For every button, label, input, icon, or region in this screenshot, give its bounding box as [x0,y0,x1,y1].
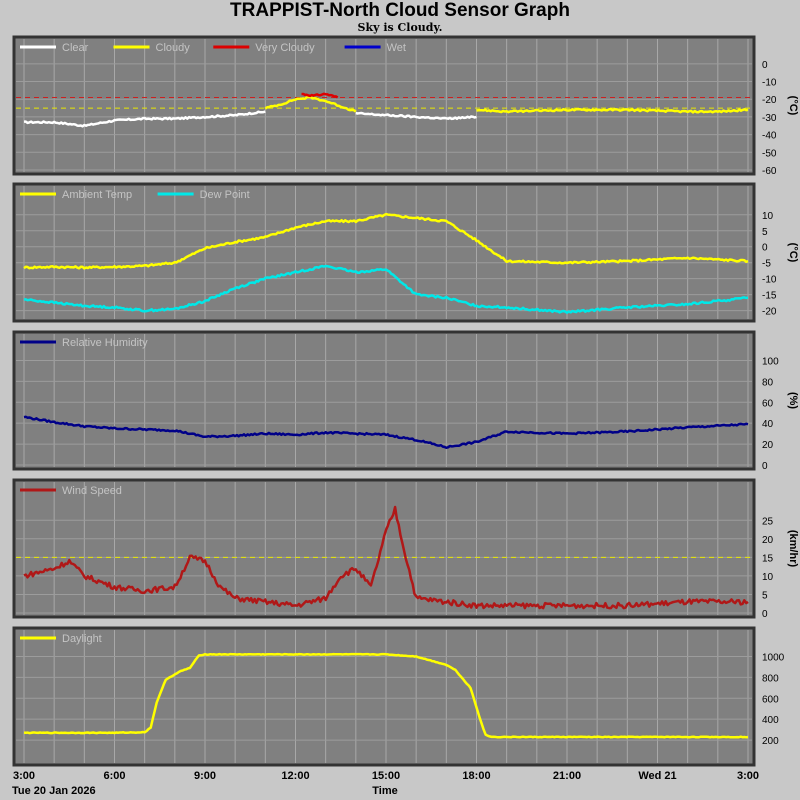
y-tick-label: -20 [762,307,777,318]
y-tick-label: 0 [762,60,768,71]
x-tick-label: 6:00 [103,770,125,782]
y-tick-label: -10 [762,275,777,286]
x-tick-label: 12:00 [281,770,309,782]
x-tick-label: 3:00 [737,770,759,782]
y-axis-unit: (°C) [787,96,799,116]
series-line-cloudy [264,95,357,113]
chart-panel-5: 1000 800 600 400 200 Daylight [12,626,785,767]
y-tick-label: 1000 [762,652,785,663]
chart-panel-1: 0 -10 -20 -30 -40 -50 -60 Clear Cloudy Very Cloud… [12,35,799,177]
x-tick-label: Wed 21 [638,770,676,782]
legend-entry: Ambient Temp [62,189,132,201]
legend-entry: Daylight [62,633,102,645]
x-axis-start-date: Tue 20 Jan 2026 [12,785,96,797]
y-tick-label: -20 [762,95,777,106]
y-tick-label: 15 [762,553,774,564]
series-line-ambient-temp [23,212,749,270]
legend-entry: Cloudy [156,42,191,54]
y-tick-label: 80 [762,377,774,388]
legend-entry: Clear [62,42,89,54]
x-tick-label: 21:00 [553,770,581,782]
y-tick-label: 600 [762,694,779,705]
y-axis-unit: (°C) [787,243,799,263]
y-tick-label: -40 [762,131,777,142]
y-axis-unit: (%) [787,392,799,409]
y-tick-label: 400 [762,715,779,726]
series-line-relative-humidity [23,415,749,450]
x-tick-label: 9:00 [194,770,216,782]
y-tick-label: 5 [762,590,768,601]
chart-subtitle: Sky is Cloudy. [357,21,443,34]
y-tick-label: 40 [762,419,774,430]
series-line-dew-point [23,264,749,314]
legend-entry: Very Cloudy [255,42,315,54]
panel-background [12,478,756,619]
y-tick-label: -15 [762,291,777,302]
panel-background [12,626,756,767]
legend-entry: Relative Humidity [62,337,148,349]
y-tick-label: 10 [762,572,774,583]
series-line-clear [24,110,266,128]
y-tick-label: -50 [762,148,777,159]
y-tick-label: 0 [762,461,768,472]
y-tick-label: 20 [762,535,774,546]
series-line-clear [355,111,477,121]
y-tick-label: 25 [762,516,774,527]
y-axis-unit: (km/hr) [787,530,799,568]
chart-panel-4: 25 20 15 10 5 0 Wind Speed (km/hr) [12,478,799,620]
y-tick-label: 0 [762,609,768,620]
y-tick-label: 20 [762,440,774,451]
panel-background [12,182,756,323]
series-line-wind-speed [23,505,749,610]
y-tick-label: 800 [762,673,779,684]
y-tick-label: 200 [762,736,779,747]
y-tick-label: -10 [762,78,777,89]
series-line-very-cloudy [301,92,339,99]
series-line-cloudy [476,107,749,114]
y-tick-label: -5 [762,259,771,270]
y-tick-label: -60 [762,166,777,177]
chart-panel-3: 100 80 60 40 20 0 Relative Humidity (%) [12,330,799,472]
y-tick-label: 60 [762,398,774,409]
legend-entry: Wet [387,42,406,54]
y-tick-label: 0 [762,243,768,254]
y-tick-label: 100 [762,356,779,367]
series-line-daylight [23,652,749,739]
legend-entry: Dew Point [200,189,250,201]
x-tick-label: 15:00 [372,770,400,782]
x-axis-label: Time [372,785,397,797]
panel-background [12,330,756,471]
chart-panel-2: 10 5 0 -5 -10 -15 -20 Ambient Temp Dew Point (°C) [12,182,799,323]
legend-entry: Wind Speed [62,485,122,497]
y-tick-label: -30 [762,113,777,124]
y-tick-label: 5 [762,227,768,238]
x-tick-label: 18:00 [462,770,490,782]
panel-background [12,35,756,176]
x-tick-label: 3:00 [13,770,35,782]
chart-title: TRAPPIST-North Cloud Sensor Graph [230,0,570,21]
y-tick-label: 10 [762,211,774,222]
